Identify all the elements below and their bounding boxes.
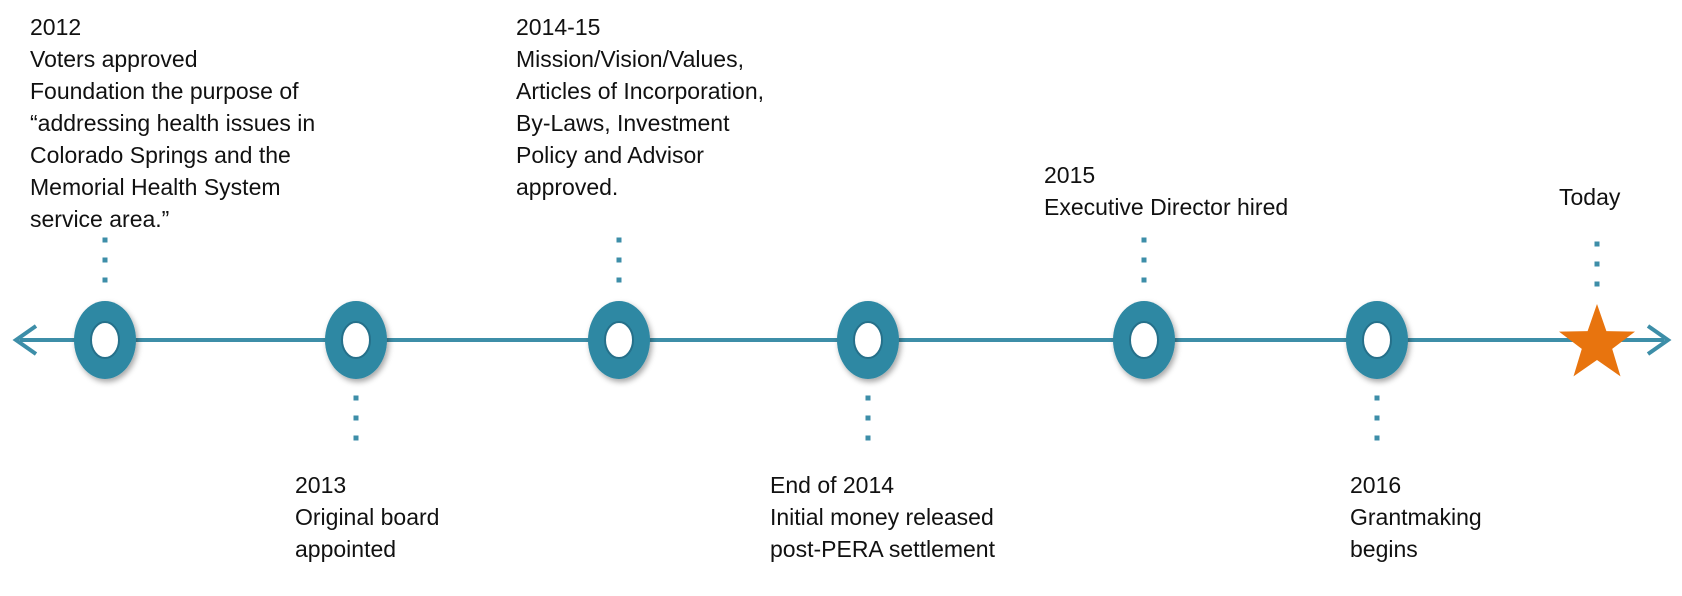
event: Today [1559,184,1635,377]
event-text: Initial money released [770,504,994,530]
connector-dot [616,237,622,243]
event-text: Foundation the purpose of [30,78,299,104]
connector-dot [1594,281,1600,287]
event-text: Policy and Advisor [516,142,704,168]
event-text: Colorado Springs and the [30,142,291,168]
event-text: begins [1350,536,1418,562]
connector-dot [353,395,359,401]
connector-dot [1374,395,1380,401]
connector-dot [1594,241,1600,247]
timeline-node-center [1362,321,1392,359]
connector-dot [1374,435,1380,441]
event-date: 2015 [1044,162,1095,188]
connector-dot [865,415,871,421]
events: 2012 Voters approved Foundation the purpos… [30,14,1635,562]
event-date: 2016 [1350,472,1401,498]
timeline-node-center [341,321,371,359]
arrow-right [1646,324,1672,356]
event-date: End of 2014 [770,472,894,498]
event-text: Voters approved [30,46,198,72]
event-text: post-PERA settlement [770,536,996,562]
connector-dot [1594,261,1600,267]
event-text: By-Laws, Investment [516,110,730,136]
event-text: approved. [516,174,618,200]
today-star [1559,304,1635,377]
timeline-node-center [90,321,120,359]
event-text: Grantmaking [1350,504,1482,530]
timeline-node-center [1129,321,1159,359]
event-text: Mission/Vision/Values, [516,46,744,72]
connector-dot [1141,277,1147,283]
event-text: Executive Director hired [1044,194,1288,220]
connector-dot [102,277,108,283]
connector-dot [865,395,871,401]
event-text: service area.” [30,206,169,232]
event-date: Today [1559,184,1621,210]
connector-dot [102,237,108,243]
connector-dot [616,257,622,263]
connector-dot [353,435,359,441]
connector-dot [1374,415,1380,421]
connector-dot [616,277,622,283]
event-text: Articles of Incorporation, [516,78,764,104]
event: 2012 Voters approved Foundation the purpos… [30,14,315,379]
event: 2015 Executive Director hired [1044,162,1288,379]
connector-dot [353,415,359,421]
connector-dot [1141,237,1147,243]
event-date: 2012 [30,14,81,40]
connector-dot [102,257,108,263]
event-date: 2013 [295,472,346,498]
connector-dot [1141,257,1147,263]
event: 2013 Original board appointed [295,301,439,562]
event-text: appointed [295,536,396,562]
event-text: Memorial Health System [30,174,281,200]
arrow-left [12,324,38,356]
event: 2016 Grantmaking begins [1346,301,1482,562]
event-date: 2014-15 [516,14,600,40]
event: End of 2014 Initial money released post-PE… [770,301,996,562]
connector-dot [865,435,871,441]
timeline-node-center [853,321,883,359]
timeline-node-center [604,321,634,359]
event: 2014-15 Mission/Vision/Values, Articles of… [516,14,764,379]
event-text: “addressing health issues in [30,110,315,136]
event-text: Original board [295,504,439,530]
